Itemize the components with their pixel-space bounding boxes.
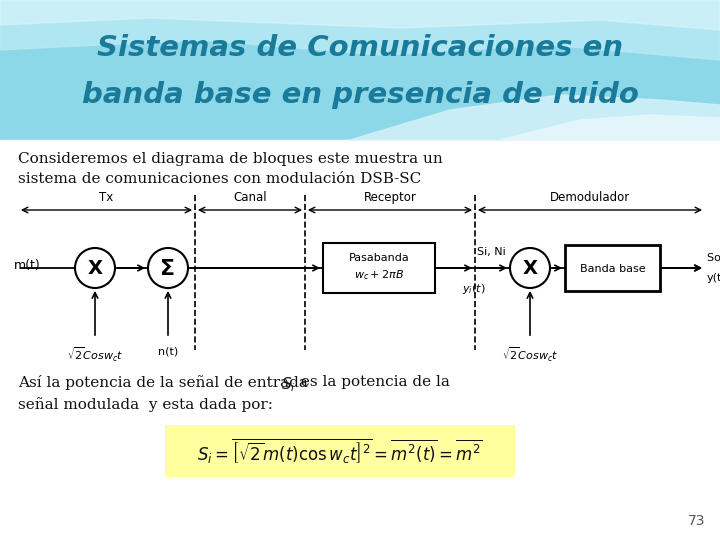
Text: Receptor: Receptor <box>364 191 416 204</box>
Text: Demodulador: Demodulador <box>550 191 630 204</box>
Text: Si, Ni: Si, Ni <box>477 247 505 257</box>
Text: y(t): y(t) <box>707 273 720 283</box>
Text: Pasabanda: Pasabanda <box>348 253 410 263</box>
Text: So, No: So, No <box>707 253 720 263</box>
Bar <box>565 245 660 291</box>
Text: n(t): n(t) <box>158 346 178 356</box>
Bar <box>165 425 515 477</box>
Text: $\sqrt{2}Cosw_c t$: $\sqrt{2}Cosw_c t$ <box>502 346 558 364</box>
Bar <box>0 0 720 140</box>
Text: Tx: Tx <box>99 191 114 204</box>
Polygon shape <box>350 95 720 140</box>
Polygon shape <box>500 115 720 140</box>
Text: sistema de comunicaciones con modulación DSB-SC: sistema de comunicaciones con modulación… <box>18 172 421 186</box>
Text: Sistemas de Comunicaciones en: Sistemas de Comunicaciones en <box>97 34 623 62</box>
Text: X: X <box>88 260 102 279</box>
Polygon shape <box>0 0 720 30</box>
Text: $y_i(t)$: $y_i(t)$ <box>462 282 486 296</box>
Text: Σ: Σ <box>161 259 176 279</box>
Text: Consideremos el diagrama de bloques este muestra un: Consideremos el diagrama de bloques este… <box>18 152 443 166</box>
Text: X: X <box>523 260 538 279</box>
Circle shape <box>148 248 188 288</box>
Text: Así la potencia de la señal de entrada: Así la potencia de la señal de entrada <box>18 375 312 390</box>
Text: señal modulada  y esta dada por:: señal modulada y esta dada por: <box>18 397 273 412</box>
Circle shape <box>510 248 550 288</box>
Polygon shape <box>0 0 720 60</box>
Text: 73: 73 <box>688 514 705 528</box>
Text: $w_c+2\pi B$: $w_c+2\pi B$ <box>354 268 404 282</box>
Text: Banda base: Banda base <box>580 264 645 274</box>
Circle shape <box>75 248 115 288</box>
Text: $S_i = \overline{\left[\sqrt{2}m(t)\cos w_c t\right]^2} = \overline{m^2(t)} = \o: $S_i = \overline{\left[\sqrt{2}m(t)\cos … <box>197 436 482 465</box>
Text: es la potencia de la: es la potencia de la <box>296 375 450 389</box>
Text: $\sqrt{2}Cosw_c t$: $\sqrt{2}Cosw_c t$ <box>67 346 123 364</box>
Bar <box>0 140 720 540</box>
Text: banda base en presencia de ruido: banda base en presencia de ruido <box>81 81 639 109</box>
Text: $S_i$: $S_i$ <box>281 375 296 394</box>
Text: Canal: Canal <box>233 191 267 204</box>
Text: m(t): m(t) <box>14 260 41 273</box>
Bar <box>323 243 435 293</box>
